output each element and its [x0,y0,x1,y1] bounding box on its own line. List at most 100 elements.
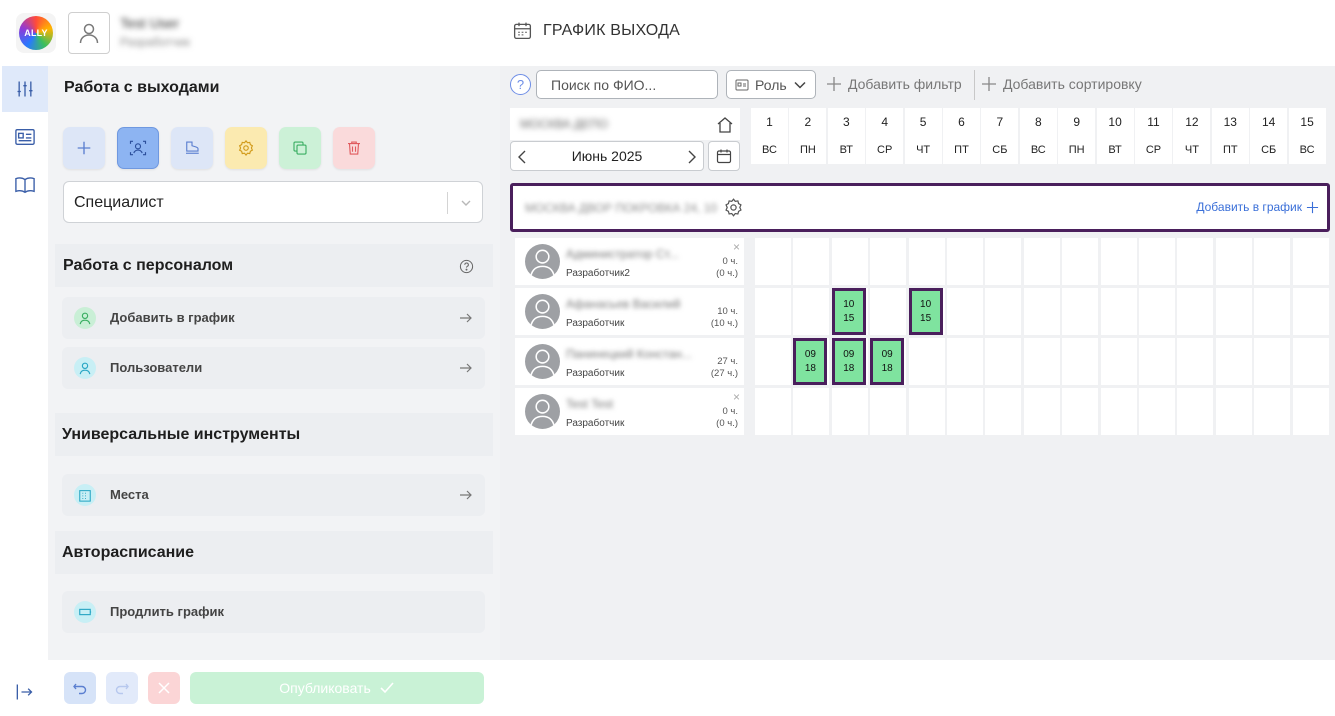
help-icon[interactable] [459,259,474,274]
schedule-cell[interactable] [870,238,907,285]
schedule-cell[interactable] [985,288,1022,335]
schedule-cell[interactable] [755,338,791,385]
schedule-cell[interactable] [831,238,868,285]
schedule-cell[interactable] [755,238,791,285]
employee-card[interactable]: Панинецкий Констан... Разработчик 27 ч. (27… [515,338,744,385]
schedule-cell[interactable] [1139,388,1175,435]
redo-button[interactable] [106,672,138,704]
schedule-cell[interactable] [1100,338,1137,385]
schedule-cell[interactable] [793,388,830,435]
schedule-cell[interactable] [908,388,945,435]
schedule-cell[interactable] [1139,338,1175,385]
add-sort-button[interactable]: Добавить сортировку [981,76,1142,92]
employee-card[interactable]: Афанасьев Василий Разработчик 10 ч. (10 ч.) [515,288,744,335]
schedule-cell[interactable] [1100,388,1137,435]
shift-block[interactable]: 10 15 [831,288,866,335]
remove-employee-icon[interactable]: × [732,240,740,254]
gear-icon[interactable] [723,197,744,218]
user-avatar-button[interactable] [68,12,110,54]
schedule-cell[interactable] [1292,288,1329,335]
schedule-cell[interactable] [755,288,791,335]
add-to-schedule-row[interactable]: Добавить в график [62,297,485,339]
schedule-cell[interactable] [1254,338,1291,385]
schedule-cell[interactable] [1177,338,1214,385]
schedule-cell[interactable] [1254,288,1291,335]
schedule-cell[interactable] [1023,388,1060,435]
select-users-button[interactable] [117,127,159,169]
schedule-cell[interactable] [985,238,1022,285]
delete-button[interactable] [333,127,375,169]
rail-item-docs[interactable] [2,162,48,208]
chevron-left-icon[interactable] [517,150,527,164]
home-icon[interactable] [716,116,734,133]
schedule-cell[interactable] [870,388,907,435]
schedule-cell[interactable] [1177,288,1214,335]
schedule-cell[interactable] [1292,238,1329,285]
add-filter-button[interactable]: Добавить фильтр [826,76,962,92]
role-filter-select[interactable]: Специалист [63,181,483,223]
schedule-cell[interactable] [1062,338,1099,385]
schedule-cell[interactable] [1023,338,1060,385]
chevron-right-icon[interactable] [687,150,697,164]
schedule-cell[interactable] [1254,238,1291,285]
schedule-cell[interactable] [1023,238,1060,285]
schedule-cell[interactable] [870,288,907,335]
help-button[interactable]: ? [510,74,531,95]
schedule-cell[interactable] [1177,388,1214,435]
schedule-cell[interactable] [1177,238,1214,285]
logout-button[interactable] [6,678,42,706]
shift-block[interactable]: 09 18 [831,338,866,385]
schedule-cell[interactable] [947,288,983,335]
publish-button[interactable]: Опубликовать [190,672,484,704]
day-number: 15 [1300,115,1314,129]
schedule-cell[interactable] [1215,238,1252,285]
schedule-cell[interactable] [1215,288,1252,335]
schedule-cell[interactable] [1100,238,1137,285]
places-row[interactable]: Места [62,474,485,516]
schedule-cell[interactable] [985,388,1022,435]
rail-item-schedule[interactable] [2,66,48,112]
schedule-cell[interactable] [985,338,1022,385]
schedule-cell[interactable] [1062,238,1099,285]
shoe-button[interactable] [171,127,213,169]
add-to-schedule-button[interactable]: Добавить в график [1196,200,1319,214]
schedule-cell[interactable] [947,338,983,385]
schedule-cell[interactable] [1100,288,1137,335]
schedule-cell[interactable] [1215,338,1252,385]
schedule-cell[interactable] [1062,288,1099,335]
schedule-cell[interactable] [1292,388,1329,435]
schedule-cell[interactable] [1254,388,1291,435]
schedule-cell[interactable] [1139,238,1175,285]
schedule-cell[interactable] [947,238,983,285]
schedule-cell[interactable] [908,238,945,285]
cancel-button[interactable] [148,672,180,704]
schedule-cell[interactable] [947,388,983,435]
schedule-cell[interactable] [793,288,830,335]
schedule-cell[interactable] [1023,288,1060,335]
schedule-cell[interactable] [1292,338,1329,385]
copy-button[interactable] [279,127,321,169]
schedule-cell[interactable] [793,238,830,285]
add-button[interactable] [63,127,105,169]
settings-button[interactable] [225,127,267,169]
schedule-cell[interactable] [1139,288,1175,335]
search-input[interactable] [536,70,718,99]
calendar-picker-button[interactable] [708,141,740,171]
schedule-cell[interactable] [755,388,791,435]
employee-card[interactable]: Test Test Разработчик 0 ч. (0 ч.) × [515,388,744,435]
shift-block[interactable]: 10 15 [908,288,943,335]
users-row[interactable]: Пользователи [62,347,485,389]
rail-item-cards[interactable] [2,114,48,160]
undo-button[interactable] [64,672,96,704]
schedule-cell[interactable] [908,338,945,385]
extend-schedule-row[interactable]: Продлить график [62,591,485,633]
shift-block[interactable]: 09 18 [793,338,828,385]
role-select[interactable]: Роль [726,70,816,99]
remove-employee-icon[interactable]: × [732,390,740,404]
schedule-cell[interactable] [1215,388,1252,435]
employee-card[interactable]: Администратор Ст... Разработчик2 0 ч. (0 ч.… [515,238,744,285]
shift-start: 09 [804,349,816,360]
schedule-cell[interactable] [831,388,868,435]
schedule-cell[interactable] [1062,388,1099,435]
shift-block[interactable]: 09 18 [870,338,905,385]
